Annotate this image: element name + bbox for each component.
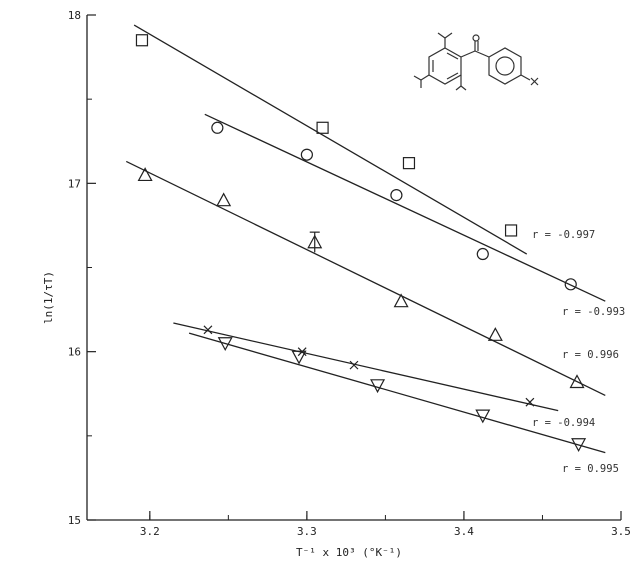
y-tick-label: 18 [68, 9, 81, 22]
molecule-structure-icon [413, 32, 539, 91]
r-value-label: r = 0.996 [562, 349, 619, 361]
square-marker [504, 224, 518, 237]
r-value-label: r = -0.993 [562, 306, 625, 318]
fit-line [173, 322, 559, 412]
x-axis-title: T⁻¹ x 10³ (°K⁻¹) [296, 546, 402, 559]
cross-marker [525, 397, 535, 407]
x-tick-label: 3.5 [611, 525, 630, 538]
fit-line [133, 24, 528, 255]
circle-marker [211, 121, 224, 134]
x-tick-label: 3.2 [140, 525, 160, 538]
r-value-label: r = -0.997 [532, 229, 595, 241]
triangle-up-marker [137, 167, 153, 182]
triangle-up-marker [393, 293, 409, 308]
cross-marker [349, 360, 359, 370]
triangle-down-marker [571, 438, 587, 453]
circle-marker [564, 278, 577, 291]
square-marker [402, 157, 416, 170]
circle-marker [390, 189, 403, 202]
triangle-down-marker [370, 379, 386, 394]
r-value-label: r = 0.995 [562, 463, 619, 475]
y-tick-label: 16 [68, 346, 81, 359]
cross-marker [203, 325, 213, 335]
triangle-down-marker [291, 350, 307, 365]
square-marker [135, 34, 149, 47]
triangle-up-marker [569, 374, 585, 389]
triangle-up-marker [487, 327, 503, 341]
x-tick-label: 3.3 [297, 525, 317, 538]
circle-marker [300, 148, 313, 161]
fit-line [125, 160, 606, 397]
y-tick-label: 15 [68, 514, 81, 527]
square-marker [316, 121, 329, 134]
y-axis-title: ln(1/τT) [42, 271, 55, 324]
fit-line [188, 332, 606, 454]
x-tick-label: 3.4 [454, 525, 474, 538]
y-tick-label: 17 [68, 177, 81, 190]
triangle-down-marker [475, 409, 491, 424]
triangle-down-marker [217, 337, 233, 352]
r-value-label: r = -0.994 [532, 417, 595, 429]
circle-marker [476, 247, 489, 261]
triangle-up-marker [216, 192, 232, 207]
fit-line [204, 113, 606, 302]
